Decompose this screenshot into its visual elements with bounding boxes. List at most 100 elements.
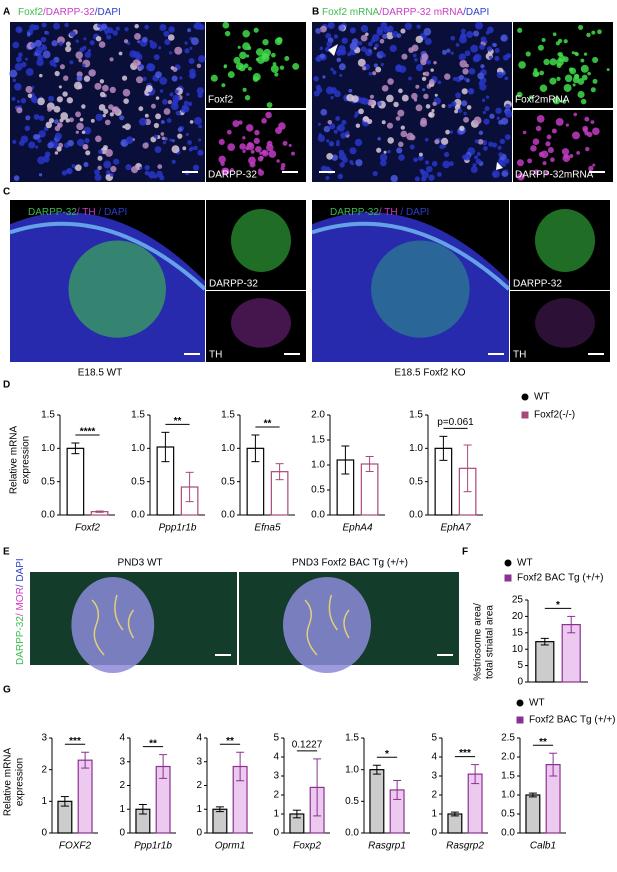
cell [401, 53, 408, 60]
cell [336, 57, 342, 63]
cell [562, 99, 567, 104]
cell [24, 125, 31, 132]
cell [270, 52, 276, 58]
significance-label: **** [80, 427, 96, 438]
cell [551, 128, 557, 134]
cell [408, 47, 415, 53]
cell [360, 34, 368, 42]
cell [376, 26, 383, 33]
cell [484, 40, 488, 44]
micrograph [9, 200, 207, 362]
cell [106, 34, 112, 40]
striatum [71, 577, 155, 673]
cell [572, 131, 580, 140]
panel-label: F [462, 547, 468, 558]
cell [104, 119, 111, 126]
cell [580, 58, 585, 63]
cell [95, 35, 102, 42]
cell [420, 169, 426, 175]
error-bar [60, 796, 69, 807]
inset-label: DARPP-32 [209, 279, 258, 290]
cell [56, 146, 62, 152]
cell [137, 40, 141, 44]
cell [556, 76, 561, 81]
cell [341, 119, 347, 126]
y-tick-label: 15 [512, 627, 524, 638]
cell [73, 81, 82, 90]
signal [535, 298, 595, 348]
cell [85, 150, 91, 156]
micrograph [206, 291, 306, 362]
cell [498, 152, 503, 157]
x-axis-label: Ppp1r1b [134, 841, 172, 852]
cell [323, 125, 331, 133]
y-tick-label: 3 [273, 771, 279, 782]
error-bar [185, 471, 194, 503]
y-tick-label: 1.5 [345, 733, 359, 744]
error-bar [292, 809, 301, 819]
cell [577, 78, 585, 85]
cell [105, 148, 113, 157]
cell [25, 68, 34, 76]
error-bar [71, 442, 80, 455]
cell [535, 125, 542, 132]
cell [365, 32, 369, 36]
cell [160, 120, 165, 124]
cell [552, 32, 557, 37]
cell [170, 102, 179, 111]
cell [124, 27, 129, 32]
title-part: Foxf2 [18, 7, 43, 18]
cell [470, 44, 479, 53]
cell [59, 64, 65, 70]
cell [227, 143, 236, 151]
cell [29, 24, 37, 31]
cell [414, 176, 420, 182]
cell [135, 53, 143, 61]
cell [274, 37, 283, 46]
cell [265, 111, 272, 119]
significance-label: * [556, 600, 560, 611]
cell [577, 24, 584, 30]
cell [95, 113, 103, 122]
cell [315, 28, 322, 34]
cell [354, 138, 363, 147]
cell [585, 146, 590, 152]
title: Foxf2 mRNA/DARPP-32 mRNA/DAPI [322, 7, 489, 18]
cell [259, 155, 264, 160]
bar [77, 759, 93, 834]
cell [495, 107, 502, 114]
cell [37, 97, 45, 106]
cell [459, 125, 465, 132]
cell [94, 169, 100, 176]
cell [437, 80, 442, 85]
cell [172, 67, 178, 73]
cell [89, 40, 95, 46]
significance-label: ** [149, 738, 157, 749]
inset-label: TH [209, 350, 222, 361]
cell [474, 155, 478, 160]
cell [250, 149, 255, 154]
title-part: /DARPP-32 mRNA [379, 7, 463, 18]
cell [357, 40, 363, 46]
cell [360, 46, 367, 52]
cell [36, 58, 44, 67]
cell [546, 134, 552, 140]
cell [222, 21, 230, 29]
caption: E18.5 WT [78, 368, 122, 379]
cell [196, 87, 205, 95]
cell [76, 122, 84, 131]
cell [79, 117, 84, 122]
cell [255, 145, 262, 153]
y-axis-label: Relative mRNA [3, 748, 14, 817]
cell [177, 133, 183, 139]
x-axis-label: Foxf2 [75, 523, 100, 534]
y-tick-label: 2 [273, 790, 279, 801]
title-part: DARPP-32 [330, 207, 379, 218]
cell [63, 75, 69, 81]
cell [429, 78, 435, 85]
cell [592, 127, 600, 136]
cell [413, 98, 418, 102]
cell [109, 86, 116, 94]
cell [396, 147, 403, 154]
cell [319, 25, 327, 33]
